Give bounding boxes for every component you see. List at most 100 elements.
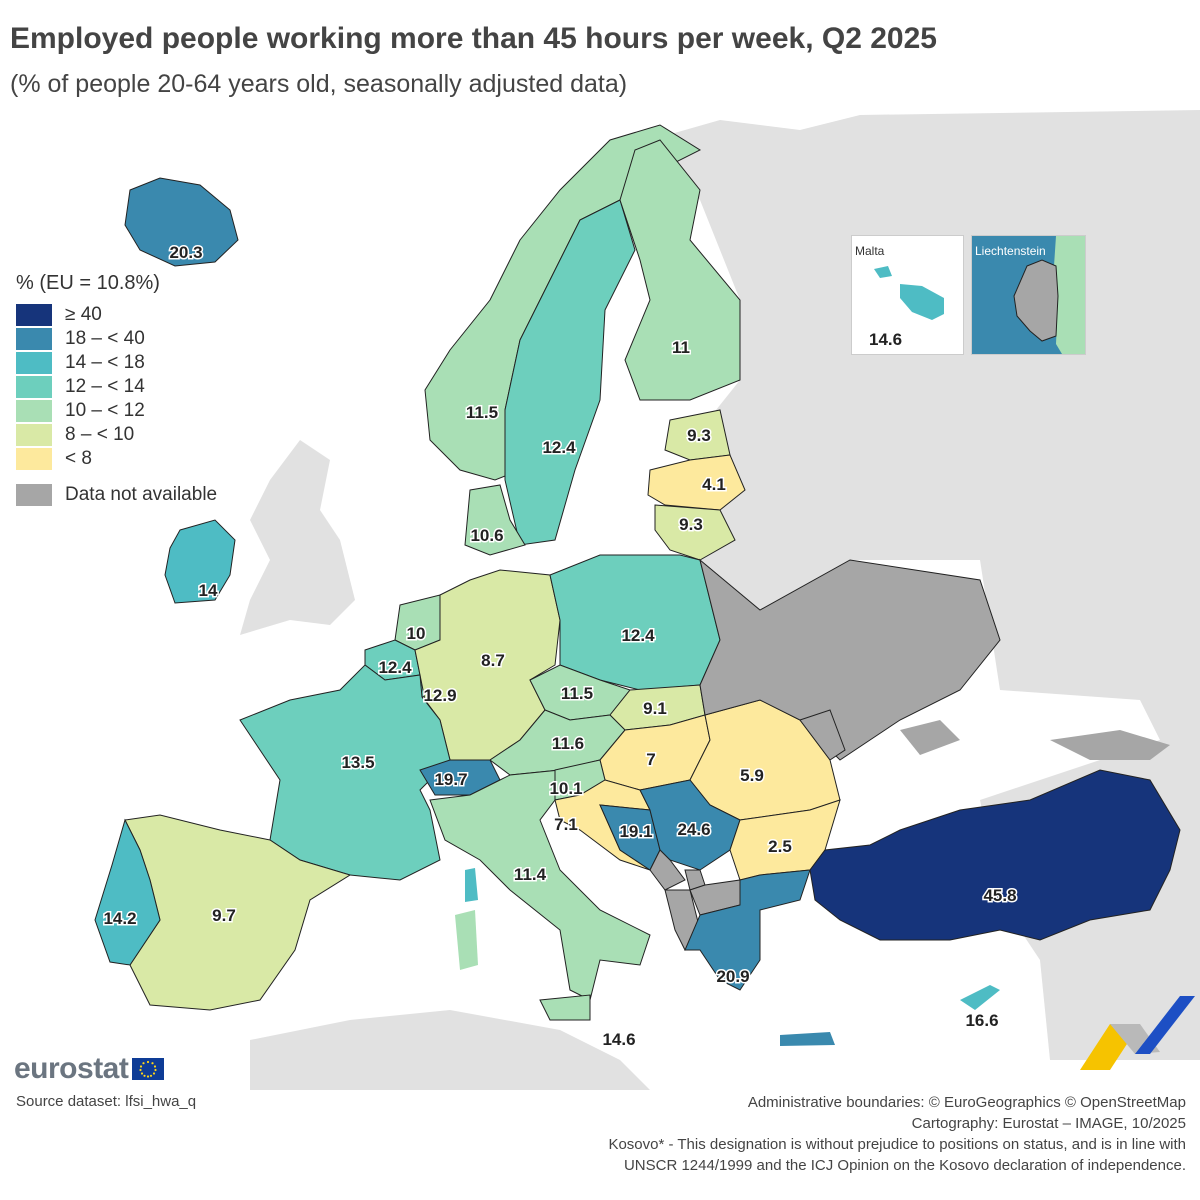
label-estonia: 9.3 <box>687 426 711 445</box>
logo-text: eurostat <box>14 1052 129 1085</box>
region-sicily <box>539 994 591 1021</box>
label-malta: 14.6 <box>602 1030 635 1049</box>
legend-item: 14 – < 18 <box>16 351 217 375</box>
region-north-africa <box>250 1010 650 1090</box>
label-sweden: 12.4 <box>542 438 576 457</box>
region-latvia <box>647 454 746 511</box>
malta-shape <box>874 266 944 320</box>
label-italy: 11.4 <box>514 865 547 884</box>
legend-item: 18 – < 40 <box>16 327 217 351</box>
legend-swatch <box>16 400 52 422</box>
label-austria: 11.6 <box>552 734 584 753</box>
inset-liechtenstein: Liechtenstein <box>971 235 1086 355</box>
label-belgium: 12.4 <box>378 658 412 677</box>
legend-label: 18 – < 40 <box>65 328 145 349</box>
inset-malta: Malta 14.6 <box>851 235 964 355</box>
legend-item: < 8 <box>16 447 217 471</box>
region-italy <box>429 769 651 1001</box>
credit-line: Kosovo* - This designation is without pr… <box>608 1136 1186 1153</box>
eu-flag-icon <box>132 1058 165 1080</box>
legend-item: ≥ 40 <box>16 303 217 327</box>
credit-line: UNSCR 1244/1999 and the ICJ Opinion on t… <box>623 1157 1186 1174</box>
legend-title: % (EU = 10.8%) <box>16 272 160 294</box>
region-montenegro <box>649 849 686 891</box>
region-poland <box>549 554 721 691</box>
label-slovakia: 9.1 <box>643 699 667 718</box>
region-finland <box>619 139 741 401</box>
legend-label: 8 – < 10 <box>65 424 135 445</box>
legend-label: Data not available <box>65 484 218 505</box>
region-greece <box>684 869 811 991</box>
inset-label: Malta <box>855 244 885 258</box>
legend-item: 12 – < 14 <box>16 375 217 399</box>
region-turkiye <box>809 769 1181 941</box>
label-croatia: 7.1 <box>554 815 578 834</box>
label-hungary: 7 <box>646 750 655 769</box>
map-title: Employed people working more than 45 hou… <box>10 22 937 55</box>
label-switzerland: 19.7 <box>434 770 467 789</box>
region-portugal <box>94 818 161 966</box>
inset-value: 14.6 <box>869 330 903 349</box>
region-great-britain <box>240 440 355 635</box>
legend-swatch <box>16 484 52 506</box>
label-greece: 20.9 <box>716 967 749 986</box>
region-crimea <box>900 720 960 755</box>
legend-swatch <box>16 328 52 350</box>
legend-label: 12 – < 14 <box>65 376 145 397</box>
legend-item-na: Data not available <box>16 483 217 507</box>
credit-line: Administrative boundaries: © EuroGeograp… <box>747 1094 1186 1111</box>
legend-label: 10 – < 12 <box>65 400 145 421</box>
region-moldova <box>799 709 846 761</box>
label-slovenia: 10.1 <box>549 779 582 798</box>
label-bosnia: 19.1 <box>619 822 652 841</box>
label-germany: 8.7 <box>481 651 505 670</box>
legend-label: ≥ 40 <box>65 304 102 325</box>
label-latvia: 4.1 <box>702 475 726 494</box>
region-corsica <box>465 868 478 902</box>
legend-label: < 8 <box>65 448 92 469</box>
region-caucasus <box>1050 730 1170 760</box>
eurostat-logo: eurostat <box>14 1052 165 1086</box>
legend-swatch <box>16 304 52 326</box>
label-cyprus: 16.6 <box>965 1011 998 1030</box>
region-ukraine <box>699 558 1001 761</box>
label-czechia: 11.5 <box>561 684 593 703</box>
credit-line: Cartography: Eurostat – IMAGE, 10/2025 <box>911 1115 1186 1132</box>
label-france: 13.5 <box>341 753 374 772</box>
legend: % (EU = 10.8%) ≥ 40 18 – < 40 14 – < 18 … <box>16 272 217 507</box>
label-netherlands: 10 <box>407 624 426 643</box>
label-finland: 11 <box>672 338 690 357</box>
inset-label: Liechtenstein <box>975 244 1046 258</box>
region-sweden <box>504 199 636 546</box>
label-lithuania: 9.3 <box>679 515 703 534</box>
legend-swatch <box>16 352 52 374</box>
legend-item: 8 – < 10 <box>16 423 217 447</box>
credits: Administrative boundaries: © EuroGeograp… <box>608 1092 1186 1176</box>
label-luxembourg: 12.9 <box>423 686 456 705</box>
region-cyprus <box>960 985 1000 1010</box>
source-note: Source dataset: lfsi_hwa_q <box>16 1093 197 1110</box>
label-romania: 5.9 <box>740 766 764 785</box>
region-france <box>239 664 451 881</box>
label-portugal-top: 14.2 <box>103 909 136 928</box>
decorative-corner-graphic <box>1080 996 1195 1070</box>
legend-swatch <box>16 376 52 398</box>
label-serbia: 24.6 <box>677 820 710 839</box>
label-turkiye: 45.8 <box>983 886 1016 905</box>
label-spain-top: 9.7 <box>212 906 236 925</box>
legend-swatch <box>16 424 52 446</box>
legend-item: 10 – < 12 <box>16 399 217 423</box>
label-poland: 12.4 <box>621 626 655 645</box>
label-iceland: 20.3 <box>169 243 202 262</box>
legend-label: 14 – < 18 <box>65 352 145 373</box>
region-ireland <box>164 519 236 604</box>
map-subtitle: (% of people 20-64 years old, seasonally… <box>10 70 628 98</box>
region-sardinia <box>455 910 478 970</box>
liechtenstein-shape <box>972 236 1085 354</box>
legend-swatch <box>16 448 52 470</box>
label-bulgaria: 2.5 <box>768 837 792 856</box>
label-norway: 11.5 <box>466 403 498 422</box>
region-denmark <box>464 484 526 556</box>
region-iceland <box>124 177 239 267</box>
